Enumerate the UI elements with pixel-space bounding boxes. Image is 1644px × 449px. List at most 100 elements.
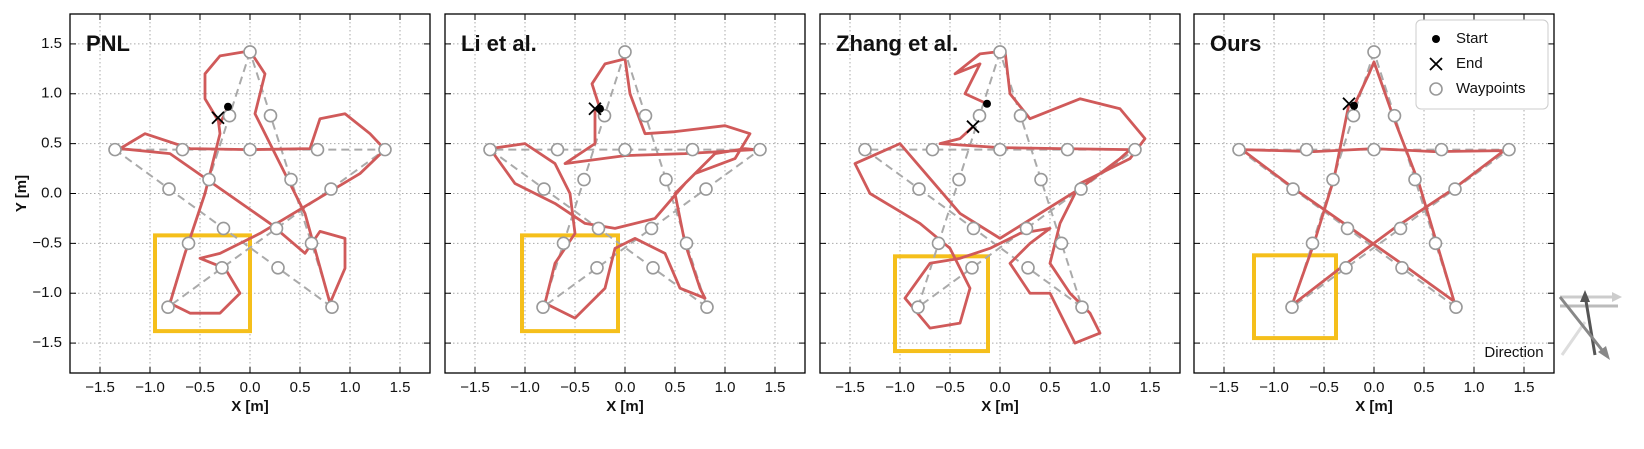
waypoint [175,142,190,157]
waypoint [1449,300,1463,314]
waypoint [556,236,571,251]
waypoint [161,300,175,314]
waypoint [1408,172,1422,187]
x-tick-label: 1.5 [765,379,786,396]
x-tick-label: 1.0 [715,379,736,396]
reference-path [864,51,1136,309]
y-tick-label: −1.0 [32,284,62,301]
x-tick-label: 0.5 [290,379,311,396]
waypoint [1075,300,1089,314]
waypoint [243,142,257,157]
waypoint [269,221,284,236]
x-tick-label: −0.5 [1309,379,1339,396]
x-tick-label: 0.0 [615,379,636,396]
waypoint [597,108,612,123]
waypoint [1286,182,1300,196]
x-tick-label: −0.5 [935,379,965,396]
waypoint [590,260,604,275]
y-tick-label: 0.0 [41,184,62,201]
y-tick-label: 1.5 [41,35,62,52]
panel: −1.5 −1.0 −0.5 0.0 0.5 1.0 1.5 Li et al. X [m] [444,13,806,415]
waypoint [1305,236,1320,251]
direction-icon [1558,290,1622,360]
waypoint [1387,108,1402,123]
waypoint [1019,221,1034,236]
waypoint [271,260,285,275]
trajectory [488,57,757,320]
waypoint [858,142,872,157]
waypoint [591,221,606,236]
end-marker [211,111,225,125]
axes-frame [444,13,806,374]
trajectory [118,49,387,315]
waypoint [1299,142,1314,157]
waypoint [679,236,694,251]
x-tick-label: 0.0 [240,379,261,396]
panel-title: Zhang et al. [836,31,958,56]
start-marker [983,99,991,108]
x-tick-label: −1.5 [835,379,865,396]
waypoint [700,300,714,314]
waypoint [216,221,231,236]
waypoint [1232,142,1246,157]
x-tick-label: 1.0 [340,379,361,396]
waypoint [1339,260,1353,275]
waypoint [1060,142,1075,157]
x-tick-label: −1.5 [460,379,490,396]
x-tick-label: 1.5 [390,379,411,396]
waypoint [911,300,925,314]
x-tick-label: 1.5 [1140,379,1161,396]
waypoint [993,45,1007,59]
waypoint [965,260,979,275]
waypoint [108,142,122,157]
x-axis-label: X [m] [981,398,1019,415]
waypoint [284,172,298,187]
x-tick-label: 0.5 [1040,379,1061,396]
x-tick-label: 0.0 [990,379,1011,396]
waypoint [1021,260,1035,275]
waypoint [952,172,966,187]
trajectory [853,49,1147,345]
waypoint [537,182,551,196]
waypoint [324,182,338,196]
axes-frame [69,13,431,374]
x-tick-label: 0.0 [1364,379,1385,396]
x-axis-label: X [m] [1355,398,1393,415]
waypoint [536,300,550,314]
legend-label: Start [1456,30,1489,47]
y-axis-label: Y [m] [13,175,30,212]
waypoint [1346,108,1361,123]
waypoint [618,45,632,59]
waypoint [644,221,659,236]
legend-frame [1415,19,1549,110]
waypoint [1429,82,1443,96]
waypoint [1128,142,1142,157]
legend-label: Waypoints [1456,80,1525,97]
waypoint [1393,221,1408,236]
waypoint [1434,142,1449,157]
start-marker [1432,35,1440,43]
waypoint [685,142,700,157]
panel-title: Ours [1210,31,1261,56]
waypoint [972,108,987,123]
waypoint [618,142,632,157]
x-axis-label: X [m] [231,398,269,415]
highlight-box [520,233,620,334]
y-tick-label: −1.5 [32,334,62,351]
waypoint [483,142,497,157]
direction-arrowhead [1580,290,1590,302]
waypoint [646,260,660,275]
waypoint [1395,260,1409,275]
x-tick-label: −1.0 [1259,379,1289,396]
highlight-box [1252,253,1338,341]
waypoint [1340,221,1355,236]
axes-frame [1193,13,1555,374]
direction-arrow [1558,296,1608,356]
waypoint [378,142,392,157]
waypoint [263,108,278,123]
direction-arrowhead [1612,292,1622,302]
x-tick-label: 1.5 [1514,379,1535,396]
direction-arrow [1583,294,1597,356]
x-tick-label: −0.5 [185,379,215,396]
waypoint [753,142,767,157]
